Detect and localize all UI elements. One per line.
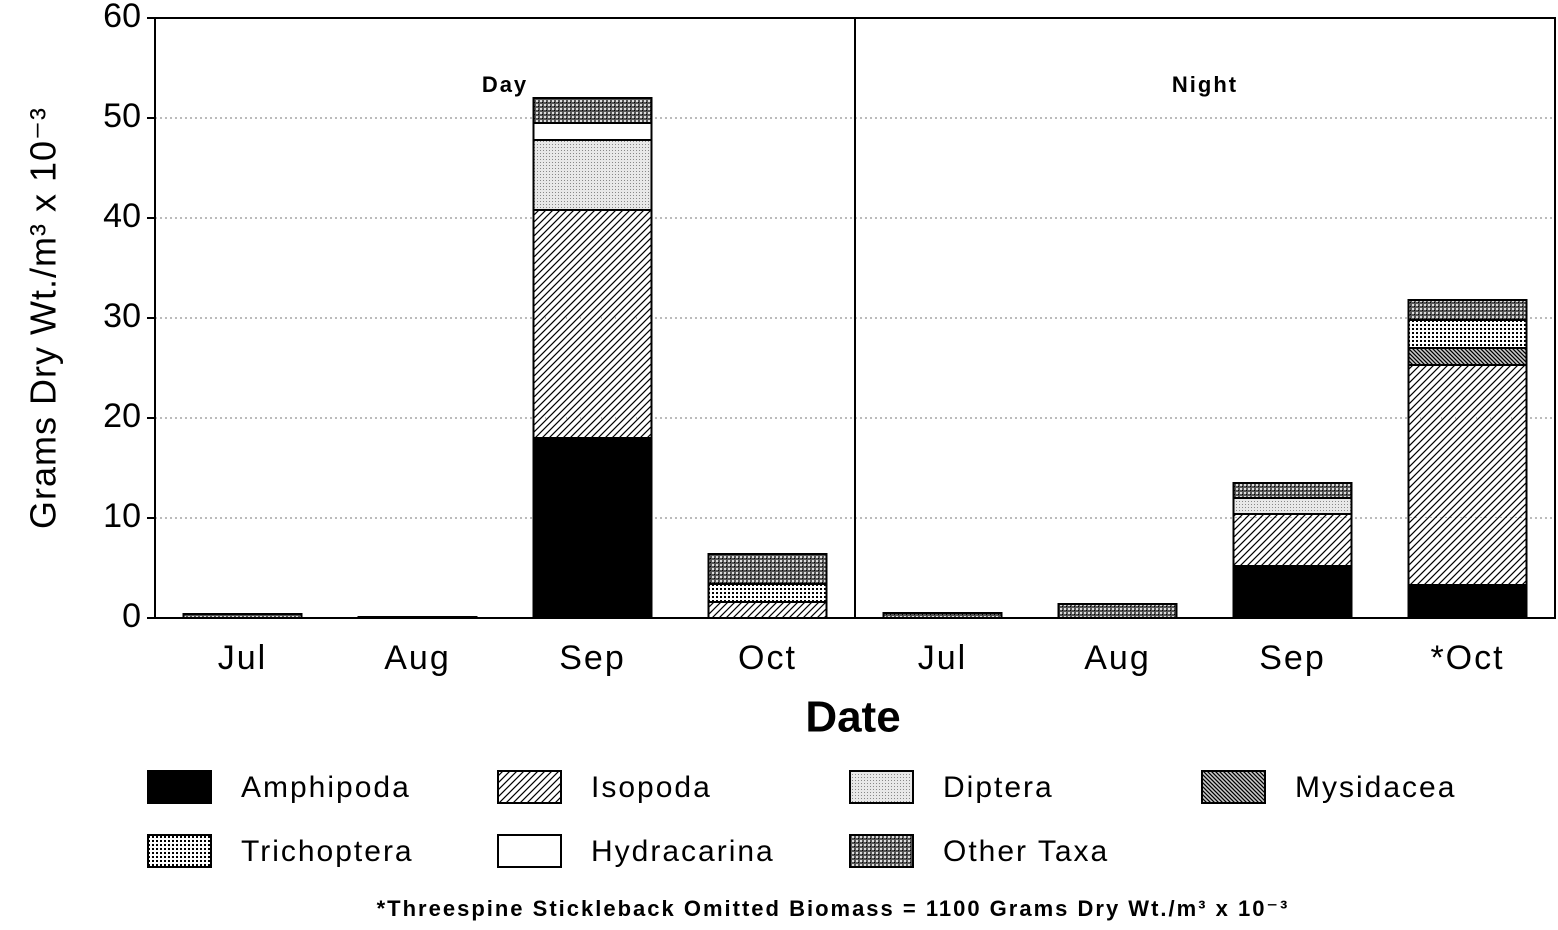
bar-segment bbox=[707, 553, 828, 585]
legend-swatch bbox=[497, 770, 562, 804]
x-tick-label: Aug bbox=[1084, 639, 1151, 677]
x-tick-label: Jul bbox=[218, 639, 267, 677]
bar-segment bbox=[1232, 482, 1353, 499]
panel-label: Day bbox=[482, 72, 528, 97]
legend-label: Other Taxa bbox=[943, 835, 1109, 868]
legend-label: Trichoptera bbox=[241, 835, 414, 868]
legend-swatch bbox=[849, 834, 914, 868]
legend-label: Mysidacea bbox=[1295, 771, 1456, 804]
legend-label: Isopoda bbox=[591, 771, 712, 804]
y-tick-label: 30 bbox=[103, 297, 141, 335]
bar-segment bbox=[532, 209, 653, 439]
legend-label: Diptera bbox=[943, 771, 1054, 804]
bar-segment bbox=[1407, 584, 1528, 619]
bar-segment bbox=[182, 613, 303, 619]
y-tick-label: 60 bbox=[103, 0, 141, 35]
bar-segment bbox=[1407, 347, 1528, 366]
footnote: *Threespine Stickleback Omitted Biomass … bbox=[377, 896, 1290, 921]
legend-swatch bbox=[849, 770, 914, 804]
panel-label: Night bbox=[1172, 72, 1238, 97]
legend-swatch bbox=[497, 834, 562, 868]
bar-segment bbox=[532, 437, 653, 619]
x-tick-label: Oct bbox=[738, 639, 797, 677]
y-tick-label: 50 bbox=[103, 97, 141, 135]
legend-label: Hydracarina bbox=[591, 835, 775, 868]
bar-segment bbox=[1407, 319, 1528, 349]
x-tick-label: Sep bbox=[1259, 639, 1326, 677]
x-axis-title: Date bbox=[805, 693, 900, 742]
legend-swatch bbox=[147, 770, 212, 804]
y-tick-label: 10 bbox=[103, 497, 141, 535]
legend-label: Amphipoda bbox=[241, 771, 411, 804]
bar-segment bbox=[882, 612, 1003, 619]
y-axis-title: Grams Dry Wt./m³ x 10⁻³ bbox=[23, 107, 64, 529]
x-tick-label: Jul bbox=[918, 639, 967, 677]
bar-segment bbox=[1232, 497, 1353, 515]
bar-segment bbox=[532, 122, 653, 141]
bar-segment bbox=[707, 583, 828, 603]
legend-swatch bbox=[1201, 770, 1266, 804]
bar-segment bbox=[1407, 364, 1528, 586]
bar-segment bbox=[1232, 565, 1353, 619]
x-tick-label: Aug bbox=[384, 639, 451, 677]
legend-swatch bbox=[147, 834, 212, 868]
x-tick-label: Sep bbox=[559, 639, 626, 677]
bar-segment bbox=[1057, 603, 1178, 619]
y-tick-label: 0 bbox=[122, 597, 141, 635]
bar-segment bbox=[357, 616, 478, 619]
bar-segment bbox=[707, 601, 828, 619]
y-tick-label: 40 bbox=[103, 197, 141, 235]
bar-segment bbox=[532, 139, 653, 211]
bar-segment bbox=[1232, 513, 1353, 567]
x-tick-label: *Oct bbox=[1430, 639, 1504, 677]
bar-segment bbox=[1407, 299, 1528, 321]
bar-segment bbox=[532, 97, 653, 124]
y-tick-label: 20 bbox=[103, 397, 141, 435]
